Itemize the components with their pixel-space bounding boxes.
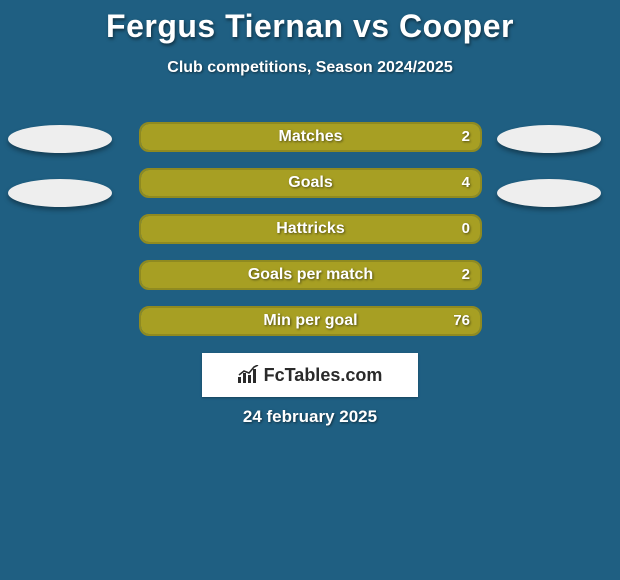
stat-row-matches: Matches 2 <box>139 122 482 152</box>
player2-photo-ellipse-2 <box>497 179 601 207</box>
comparison-infographic: Fergus Tiernan vs Cooper Club competitio… <box>0 0 620 580</box>
stat-right-value: 2 <box>462 124 470 150</box>
stat-row-goals: Goals 4 <box>139 168 482 198</box>
stat-label: Matches <box>141 124 480 150</box>
date-label: 24 february 2025 <box>0 407 620 427</box>
stat-right-value: 2 <box>462 262 470 288</box>
stat-right-value: 76 <box>453 308 470 334</box>
stat-label: Goals per match <box>141 262 480 288</box>
player1-photo-ellipse-1 <box>8 125 112 153</box>
site-logo: FcTables.com <box>202 353 418 397</box>
stat-right-value: 4 <box>462 170 470 196</box>
player2-photo-ellipse-1 <box>497 125 601 153</box>
chart-icon <box>238 365 260 385</box>
stat-row-goals-per-match: Goals per match 2 <box>139 260 482 290</box>
stat-label: Min per goal <box>141 308 480 334</box>
stats-container: Matches 2 Goals 4 Hattricks 0 Goals per … <box>139 122 482 352</box>
player1-photo-ellipse-2 <box>8 179 112 207</box>
logo-text: FcTables.com <box>264 365 383 386</box>
stat-right-value: 0 <box>462 216 470 242</box>
stat-row-hattricks: Hattricks 0 <box>139 214 482 244</box>
page-title: Fergus Tiernan vs Cooper <box>0 0 620 45</box>
stat-row-min-per-goal: Min per goal 76 <box>139 306 482 336</box>
stat-label: Hattricks <box>141 216 480 242</box>
subtitle: Club competitions, Season 2024/2025 <box>0 59 620 77</box>
stat-label: Goals <box>141 170 480 196</box>
